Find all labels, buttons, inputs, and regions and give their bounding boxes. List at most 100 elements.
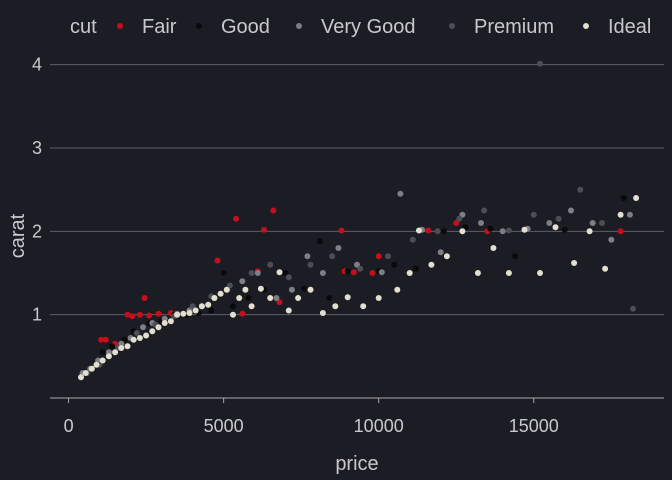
data-points (78, 60, 640, 381)
data-point (149, 328, 156, 335)
data-point (440, 228, 447, 235)
data-point (505, 270, 512, 276)
data-point (409, 236, 416, 243)
data-point (335, 245, 342, 251)
data-point (478, 220, 484, 226)
legend-marker (449, 23, 455, 29)
data-point (385, 253, 391, 260)
data-point (180, 310, 187, 317)
legend-label: Very Good (321, 16, 416, 38)
data-point (242, 286, 249, 293)
data-point (141, 295, 148, 301)
legend-label: Fair (142, 16, 177, 38)
data-point (397, 190, 404, 197)
legend-marker (583, 23, 589, 29)
data-point (354, 261, 360, 268)
x-axis-title: price (335, 453, 378, 475)
data-point (223, 286, 230, 293)
x-tick-label: 15000 (509, 416, 559, 436)
data-point (344, 268, 351, 275)
data-point (233, 215, 240, 222)
data-point (505, 227, 512, 234)
data-point (226, 282, 233, 289)
data-point (319, 270, 326, 276)
legend-label: Premium (474, 16, 554, 38)
data-point (546, 220, 553, 226)
data-point (434, 228, 441, 235)
data-point (375, 295, 382, 301)
data-point (319, 310, 326, 316)
data-point (456, 215, 463, 222)
data-point (102, 336, 109, 343)
data-point (98, 336, 105, 343)
data-point (248, 270, 255, 276)
data-point (474, 270, 481, 276)
data-point (412, 265, 419, 272)
x-tick-label: 10000 (354, 416, 404, 436)
data-point (192, 307, 199, 314)
legend-marker (196, 23, 202, 29)
data-point (459, 228, 466, 235)
data-point (459, 211, 466, 218)
data-point (552, 224, 559, 231)
data-point (133, 330, 140, 336)
data-point (220, 270, 227, 276)
x-tick-label: 0 (64, 416, 74, 436)
data-point (288, 286, 295, 293)
data-point (109, 343, 115, 350)
data-point (155, 310, 162, 317)
y-axis-ticks: 1 2 3 4 (32, 55, 42, 325)
legend-marker (117, 23, 123, 29)
data-point (217, 290, 224, 297)
data-point (443, 253, 450, 260)
data-point (568, 207, 574, 214)
data-point (230, 303, 236, 310)
x-axis-ticks: 0 5000 10000 15000 (64, 398, 559, 436)
data-point (155, 324, 162, 331)
data-point (261, 226, 267, 233)
legend: cut Fair Good Very Good Premium Ideal (70, 16, 651, 38)
data-point (267, 261, 274, 268)
data-point (88, 365, 95, 372)
data-point (589, 220, 596, 226)
data-point (555, 215, 562, 222)
data-point (189, 303, 196, 310)
data-point (561, 226, 568, 233)
data-point (633, 195, 640, 201)
data-point (276, 269, 283, 276)
data-point (375, 253, 382, 260)
data-point (406, 270, 413, 276)
data-point (205, 301, 212, 308)
data-point (512, 253, 519, 260)
data-point (136, 311, 143, 318)
data-point (599, 220, 605, 226)
data-point (586, 228, 593, 235)
data-point (453, 220, 460, 226)
data-point (129, 313, 136, 320)
data-point (118, 345, 125, 351)
data-point (248, 303, 255, 310)
data-point (537, 60, 543, 67)
data-point (208, 307, 215, 314)
data-point (276, 299, 283, 306)
data-point (428, 261, 435, 268)
data-point (416, 227, 422, 234)
data-point (282, 270, 289, 276)
data-point (99, 357, 106, 364)
legend-items: Fair Good Very Good Premium Ideal (117, 16, 651, 38)
data-point (338, 227, 345, 234)
legend-label: Ideal (608, 16, 651, 38)
data-point (174, 311, 181, 318)
data-point (161, 315, 168, 322)
data-point (239, 310, 246, 317)
data-point (99, 349, 106, 356)
data-point (105, 349, 112, 356)
data-point (112, 349, 119, 356)
data-point (394, 286, 401, 293)
data-point (521, 226, 528, 233)
data-point (273, 295, 280, 301)
data-point (437, 249, 444, 256)
data-point (136, 335, 143, 341)
data-point (499, 228, 506, 235)
